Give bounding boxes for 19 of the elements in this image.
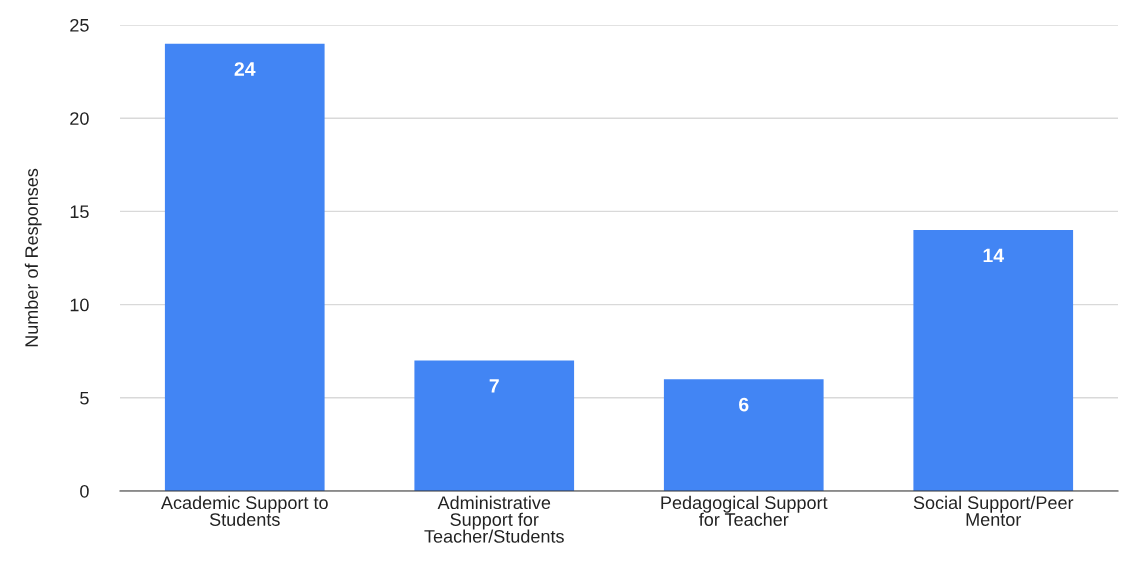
y-tick-label: 10 xyxy=(70,298,89,312)
data-label: 6 xyxy=(739,397,749,412)
data-label: 14 xyxy=(983,248,1004,263)
bar xyxy=(414,360,575,491)
y-tick-label: 15 xyxy=(70,205,89,219)
y-tick-label: 20 xyxy=(70,112,89,125)
x-tick-label: Pedagogical Support for Teacher xyxy=(661,495,828,526)
data-label: 7 xyxy=(489,379,499,393)
y-axis-title: Number of Responses xyxy=(24,168,42,347)
data-label: 24 xyxy=(234,62,256,76)
bar xyxy=(913,230,1074,491)
x-tick-label: Administrative Support for Teacher/Students xyxy=(424,495,564,543)
bar xyxy=(663,379,824,491)
x-tick-label: Academic Support to Students xyxy=(160,495,328,526)
y-tick-label: 5 xyxy=(80,391,89,405)
bar xyxy=(164,43,325,491)
x-tick-label: Social Support/Peer Mentor xyxy=(913,495,1074,526)
y-tick-label: 0 xyxy=(80,484,89,498)
y-tick-label: 25 xyxy=(70,18,89,32)
